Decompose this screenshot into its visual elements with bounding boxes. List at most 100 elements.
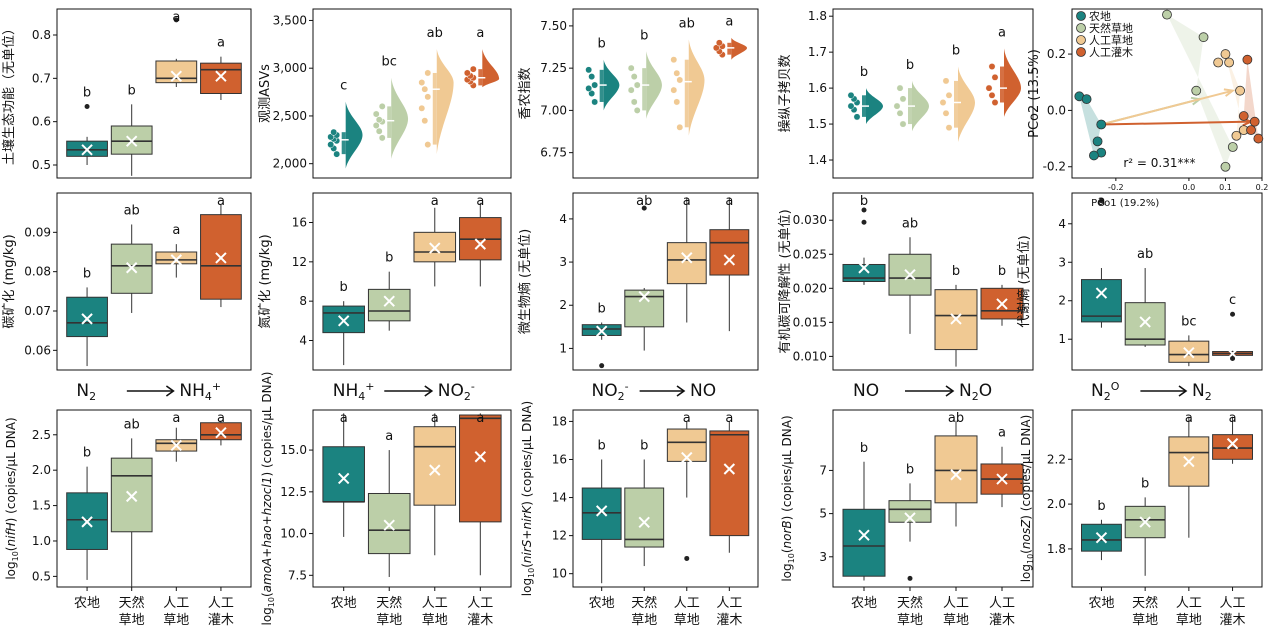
- mean-marker: [125, 262, 138, 274]
- significance-letter: ab: [679, 16, 695, 31]
- mean-marker: [950, 313, 962, 325]
- outlier-point: [1098, 198, 1104, 204]
- significance-letter: b: [998, 264, 1006, 279]
- process-to: N2: [1192, 381, 1212, 403]
- y-tick-label: 0.07: [24, 304, 51, 318]
- mean-marker: [904, 268, 916, 281]
- mean-marker: [125, 490, 138, 503]
- box: [110, 457, 153, 533]
- category-label: 人工: [163, 596, 189, 611]
- category-label: 草地: [897, 613, 923, 628]
- centroid-arrow: [1100, 89, 1234, 126]
- y-tick-label: 10.0: [280, 527, 307, 541]
- sample-point: [1246, 125, 1256, 136]
- outlier-point: [84, 104, 90, 109]
- significance-letter: b: [952, 264, 960, 279]
- y-axis-label-paren: (: [260, 592, 274, 597]
- y-tick-label: 0.015: [793, 315, 827, 329]
- y-tick-label: 0.020: [793, 281, 827, 295]
- box: [66, 296, 108, 338]
- y-tick-label: 0.0: [1047, 103, 1066, 117]
- significance-letter: a: [725, 194, 733, 209]
- category-label: 草地: [1176, 613, 1202, 628]
- data-point: [330, 128, 338, 136]
- density-half-violin: [345, 101, 363, 169]
- category-label: 草地: [674, 613, 700, 628]
- significance-letter: b: [1097, 499, 1105, 514]
- y-tick-label: 4: [559, 212, 567, 226]
- data-point: [893, 102, 901, 110]
- data-point: [591, 98, 599, 106]
- data-point: [591, 81, 599, 89]
- mean-marker: [996, 298, 1008, 310]
- significance-letter: b: [83, 446, 91, 461]
- data-point: [627, 86, 635, 94]
- significance-letter: b: [860, 194, 868, 209]
- chart-observed-asvs: 2,000 2,500 3,000 3,500 c bc ab a 观测ASVs: [258, 8, 512, 179]
- mini-box: [432, 72, 437, 145]
- y-axis-label: 香农指数: [518, 67, 533, 119]
- y-axis-label: log10(amoA+hao+hzocl1) (copies/μL DNA): [260, 372, 276, 626]
- significance-letter: ab: [902, 216, 918, 231]
- data-point: [378, 134, 386, 142]
- y-tick-label: 7.5: [288, 568, 307, 582]
- sample-point: [1231, 130, 1242, 141]
- significance-letter: ab: [124, 203, 140, 218]
- process-arrow-head: [165, 385, 175, 397]
- y-tick-label: 0.010: [793, 349, 827, 363]
- significance-letter: a: [431, 194, 439, 209]
- mean-marker: [858, 262, 870, 274]
- y-tick-label: 12.5: [280, 485, 307, 499]
- data-point: [676, 123, 684, 131]
- box: [367, 492, 411, 555]
- data-point: [633, 106, 641, 114]
- y-axis-label: log10(nifH) (copies/μL DNA): [4, 417, 20, 579]
- data-point: [942, 77, 950, 85]
- density-half-violin: [688, 39, 705, 136]
- box: [934, 435, 978, 504]
- y-tick-label: 2.0: [1047, 497, 1066, 511]
- density-half-violin: [958, 66, 975, 143]
- legend-marker: [1076, 35, 1086, 45]
- mean-marker: [215, 252, 227, 264]
- y-tick-label: 2: [1058, 294, 1066, 308]
- y-tick-label: 2,500: [273, 109, 307, 123]
- data-point: [424, 93, 432, 101]
- box: [367, 288, 411, 322]
- category-label: 人工: [1220, 596, 1246, 611]
- significance-letter: b: [598, 438, 606, 453]
- mean-marker: [170, 439, 183, 452]
- panel-frame: [572, 409, 759, 588]
- data-point: [991, 99, 999, 106]
- outlier-point: [861, 207, 867, 213]
- significance-letter: a: [172, 223, 180, 238]
- data-point: [588, 73, 596, 81]
- y-tick-label: 0.5: [32, 158, 51, 172]
- category-label: 草地: [376, 613, 402, 628]
- box: [709, 229, 750, 276]
- mean-marker: [1139, 516, 1151, 528]
- data-point: [942, 109, 950, 117]
- data-point: [375, 116, 383, 124]
- mean-marker: [638, 516, 650, 528]
- y-axis-label-suffix: ) (copies/μL DNA): [780, 415, 794, 520]
- box: [581, 487, 622, 540]
- process-to: NO: [690, 381, 716, 401]
- mean-marker: [383, 295, 395, 307]
- panel-frame: [572, 192, 759, 371]
- category-label: 灌木: [716, 613, 742, 628]
- y-axis-label: PCo2 (13.5%): [1027, 49, 1042, 138]
- y-tick-label: 0.08: [24, 265, 51, 279]
- process-arrow-head: [945, 385, 955, 397]
- y-axis-label-gene: nosZ: [1019, 519, 1033, 549]
- box: [934, 289, 978, 351]
- data-point: [673, 98, 681, 106]
- y-tick-label: 0.030: [793, 213, 827, 227]
- y-tick-label: 0.2: [1047, 47, 1066, 61]
- mean-marker: [723, 463, 736, 475]
- y-tick-label: 8: [299, 294, 307, 308]
- chart-degradability: 0.010 0.015 0.020 0.025 0.030 b ab b b 有机碳可降解性 (无…: [778, 192, 1034, 371]
- density-half-violin: [731, 37, 748, 60]
- category-label: 灌木: [1220, 613, 1246, 628]
